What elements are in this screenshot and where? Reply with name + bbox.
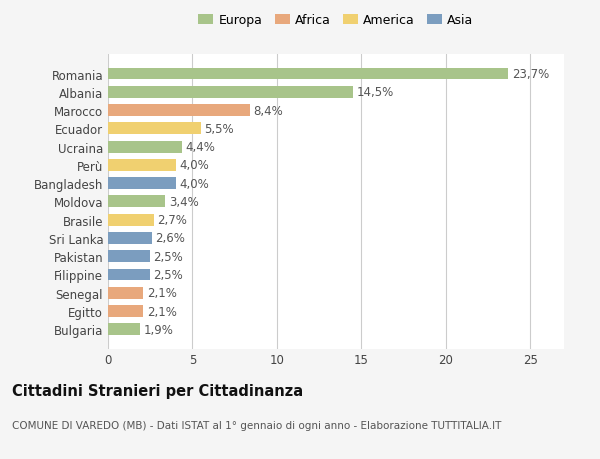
Bar xyxy=(108,160,176,171)
Bar xyxy=(108,87,353,99)
Text: 2,6%: 2,6% xyxy=(155,232,185,245)
Bar xyxy=(108,105,250,117)
Text: 2,5%: 2,5% xyxy=(154,269,184,281)
Bar xyxy=(108,251,150,263)
Bar xyxy=(108,141,182,153)
Bar xyxy=(108,68,508,80)
Text: 3,4%: 3,4% xyxy=(169,196,199,208)
Legend: Europa, Africa, America, Asia: Europa, Africa, America, Asia xyxy=(199,14,473,27)
Text: 4,0%: 4,0% xyxy=(179,159,209,172)
Text: Cittadini Stranieri per Cittadinanza: Cittadini Stranieri per Cittadinanza xyxy=(12,383,303,398)
Bar xyxy=(108,214,154,226)
Text: 2,7%: 2,7% xyxy=(157,214,187,227)
Text: 14,5%: 14,5% xyxy=(356,86,394,99)
Text: COMUNE DI VAREDO (MB) - Dati ISTAT al 1° gennaio di ogni anno - Elaborazione TUT: COMUNE DI VAREDO (MB) - Dati ISTAT al 1°… xyxy=(12,420,502,430)
Bar xyxy=(108,287,143,299)
Text: 2,1%: 2,1% xyxy=(147,305,177,318)
Bar xyxy=(108,305,143,317)
Text: 5,5%: 5,5% xyxy=(204,123,234,135)
Text: 2,1%: 2,1% xyxy=(147,286,177,300)
Text: 8,4%: 8,4% xyxy=(253,104,283,118)
Bar xyxy=(108,178,176,190)
Text: 4,4%: 4,4% xyxy=(185,141,215,154)
Bar xyxy=(108,196,166,208)
Text: 23,7%: 23,7% xyxy=(512,68,549,81)
Bar xyxy=(108,269,150,281)
Bar xyxy=(108,123,201,135)
Text: 2,5%: 2,5% xyxy=(154,250,184,263)
Text: 1,9%: 1,9% xyxy=(143,323,173,336)
Text: 4,0%: 4,0% xyxy=(179,177,209,190)
Bar xyxy=(108,324,140,336)
Bar xyxy=(108,233,152,244)
